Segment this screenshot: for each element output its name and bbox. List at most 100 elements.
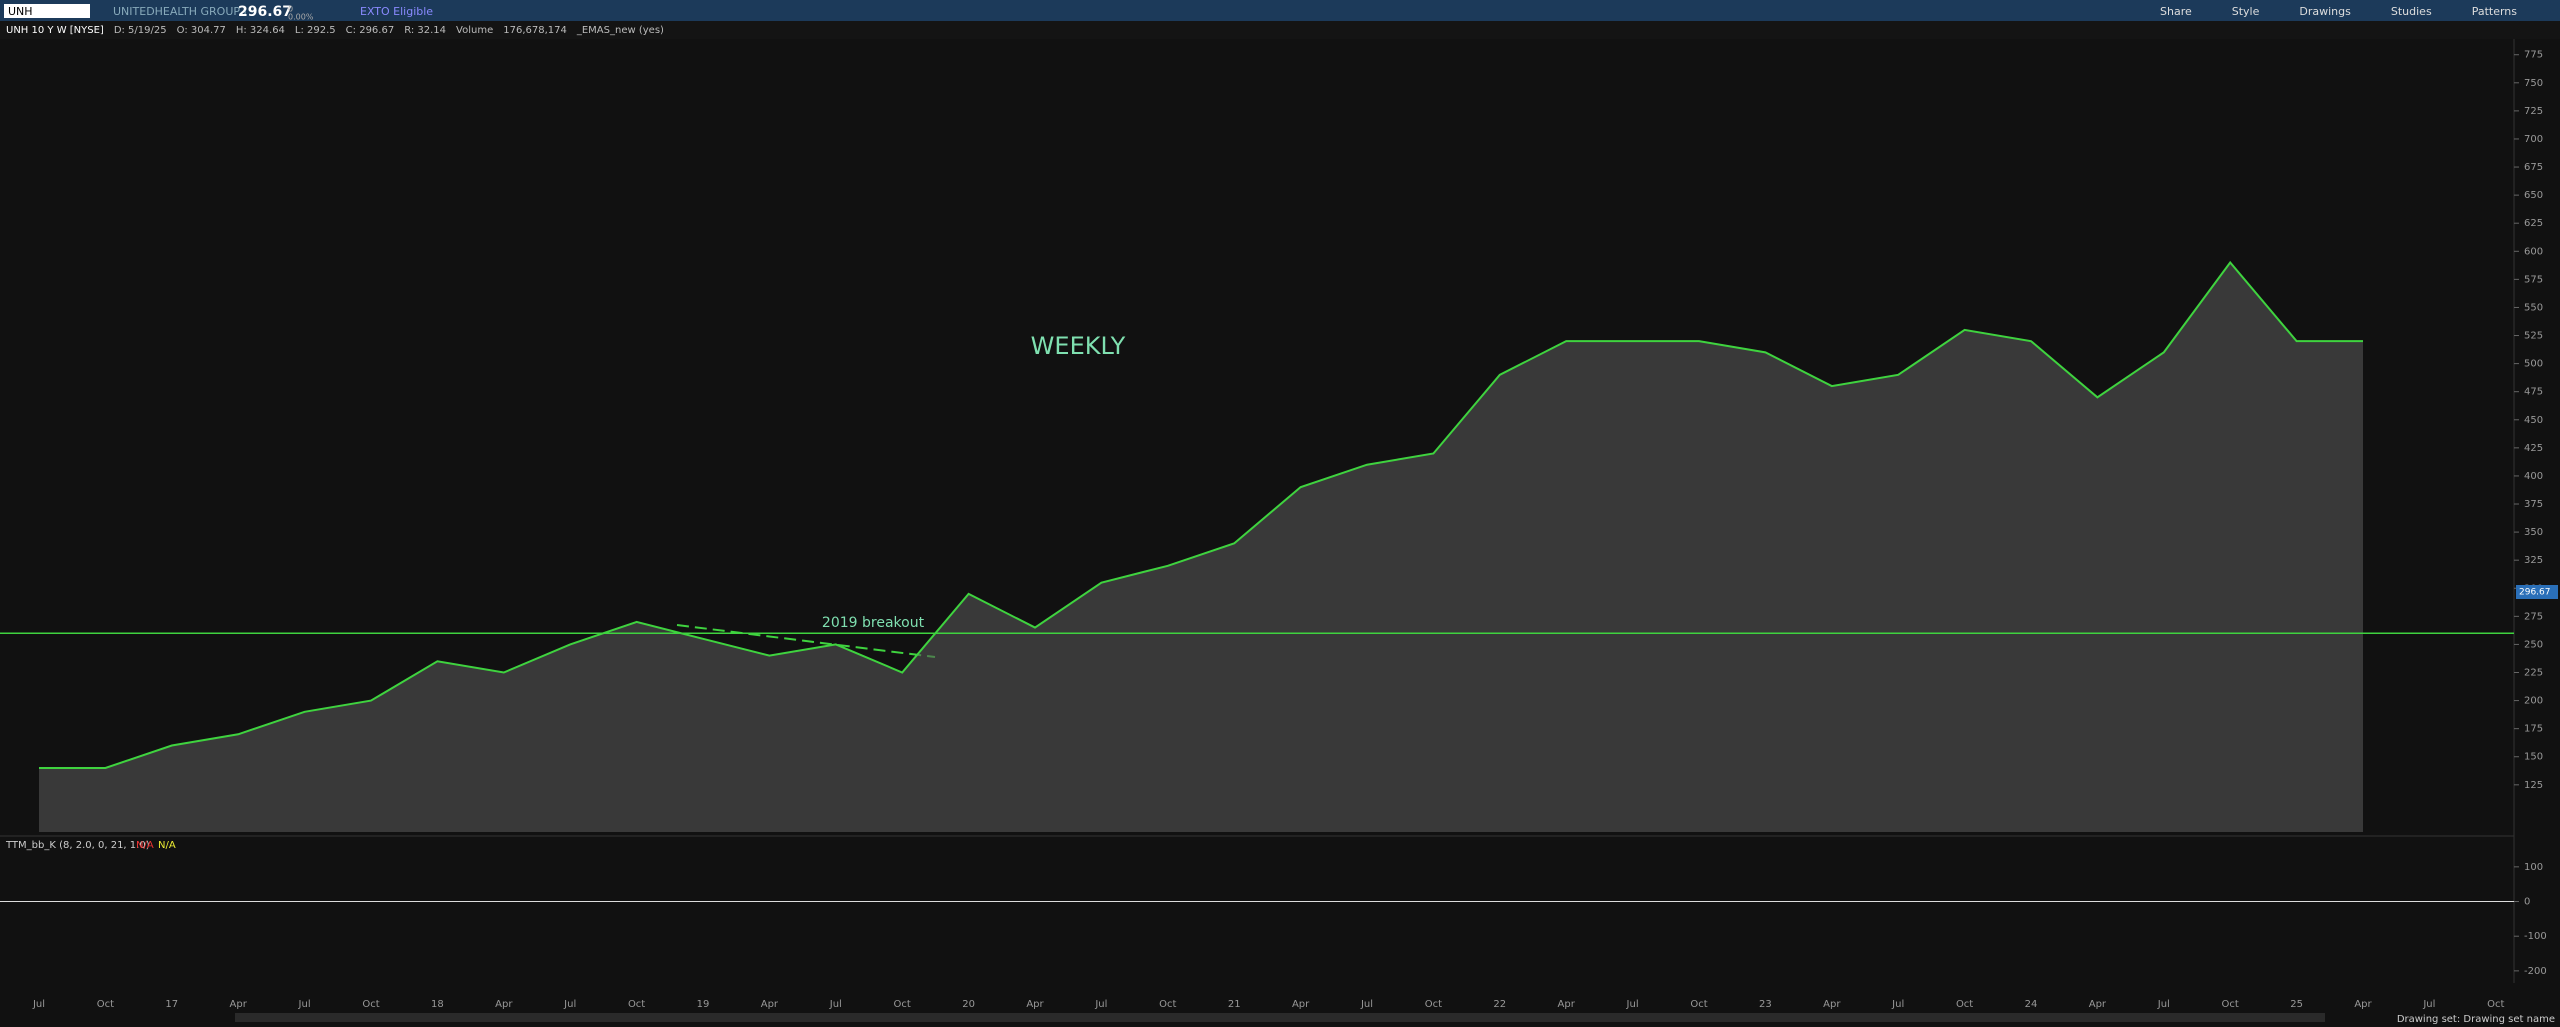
x-tick-label: Oct [1956, 999, 1973, 1010]
x-tick-label: Apr [2354, 999, 2372, 1010]
x-tick-label: Jul [1891, 999, 1904, 1010]
y-tick-label: 775 [2524, 50, 2543, 61]
y-tick-label: 700 [2524, 134, 2543, 145]
y-tick-label: 350 [2524, 527, 2543, 538]
x-tick-label: Apr [1292, 999, 1310, 1010]
info-item: R: 32.14 [404, 25, 446, 36]
x-tick-label: Jul [563, 999, 576, 1010]
indicator-tick-label: 0 [2524, 897, 2530, 908]
y-tick-label: 325 [2524, 555, 2543, 566]
x-tick-label: Jul [829, 999, 842, 1010]
badge[interactable]: EXTO Eligible [360, 5, 433, 18]
x-tick-label: Oct [2487, 999, 2504, 1010]
indicator-label: N/A [158, 840, 176, 851]
y-tick-label: 450 [2524, 415, 2543, 426]
y-tick-label: 375 [2524, 499, 2543, 510]
info-item: O: 304.77 [177, 25, 226, 36]
price-line [39, 260, 2363, 769]
x-tick-label: Oct [628, 999, 645, 1010]
tool-button[interactable]: Patterns [2472, 5, 2518, 18]
y-tick-label: 550 [2524, 302, 2543, 313]
status: Drawing set: Drawing set name [2397, 1014, 2555, 1025]
last-price-tag [2516, 584, 2558, 599]
x-tick-label: Jul [1626, 999, 1639, 1010]
indicator-title: TTM_bb_K (8, 2.0, 0, 21, 1.0) [5, 840, 150, 851]
info-bar [0, 21, 2560, 39]
y-tick-label: 250 [2524, 639, 2543, 650]
x-tick-label: Apr [2089, 999, 2107, 1010]
annotation: 2019 breakout [822, 615, 925, 631]
info-item: Volume [456, 25, 493, 36]
tool-button[interactable]: Style [2232, 5, 2260, 18]
x-tick-label: 24 [2025, 999, 2038, 1010]
x-tick-label: Jul [2157, 999, 2170, 1010]
info-item: 176,678,174 [503, 25, 567, 36]
x-tick-label: Apr [1558, 999, 1576, 1010]
y-tick-label: 225 [2524, 668, 2543, 679]
y-tick-label: 275 [2524, 611, 2543, 622]
x-tick-label: 21 [1228, 999, 1241, 1010]
x-tick-label: Jul [1360, 999, 1373, 1010]
x-tick-label: 25 [2290, 999, 2303, 1010]
y-tick-label: 500 [2524, 359, 2543, 370]
change: 0 [288, 5, 293, 14]
x-tick-label: Apr [1823, 999, 1841, 1010]
x-tick-label: Jul [2422, 999, 2435, 1010]
symbol[interactable]: UNH [8, 5, 33, 18]
y-tick-label: 600 [2524, 246, 2543, 257]
y-tick-label: 125 [2524, 780, 2543, 791]
indicator-tick-label: -200 [2524, 966, 2547, 977]
x-tick-label: 23 [1759, 999, 1772, 1010]
y-tick-label: 675 [2524, 162, 2543, 173]
trend-line [676, 624, 936, 658]
indicator-label: N/A [136, 840, 154, 851]
x-tick-label: 19 [697, 999, 710, 1010]
info-item: L: 292.5 [295, 25, 336, 36]
x-tick-label: Apr [1026, 999, 1044, 1010]
tool-button[interactable]: Studies [2391, 5, 2432, 18]
symbol-box[interactable] [4, 4, 90, 18]
y-tick-label: 150 [2524, 752, 2543, 763]
last-price: 296.67 [238, 4, 292, 20]
x-tick-label: Apr [495, 999, 513, 1010]
y-tick-label: 575 [2524, 274, 2543, 285]
toolbar [0, 0, 2560, 21]
x-tick-label: 20 [962, 999, 975, 1010]
info-item: D: 5/19/25 [114, 25, 167, 36]
annotation: WEEKLY [1031, 332, 1126, 360]
y-tick-label: 625 [2524, 218, 2543, 229]
y-tick-label: 200 [2524, 696, 2543, 707]
indicator-tick-label: -100 [2524, 931, 2547, 942]
x-tick-label: Oct [362, 999, 379, 1010]
company: UNITEDHEALTH GROUP I [113, 5, 247, 18]
info-item: H: 324.64 [236, 25, 285, 36]
info-item: C: 296.67 [346, 25, 395, 36]
tool-button[interactable]: Drawings [2299, 5, 2351, 18]
info-item: UNH 10 Y W [NYSE] [6, 25, 104, 36]
x-tick-label: Jul [1094, 999, 1107, 1010]
y-tick-label: 175 [2524, 724, 2543, 735]
x-tick-label: Apr [761, 999, 779, 1010]
x-tick-label: Jul [32, 999, 45, 1010]
x-tick-label: Oct [1159, 999, 1176, 1010]
y-tick-label: 750 [2524, 78, 2543, 89]
info-item: _EMAS_new (yes) [576, 25, 664, 36]
x-tick-label: Oct [2222, 999, 2239, 1010]
indicator-tick-label: 100 [2524, 862, 2543, 873]
y-tick-label: 725 [2524, 106, 2543, 117]
x-tick-label: Oct [1425, 999, 1442, 1010]
y-tick-label: 400 [2524, 471, 2543, 482]
y-tick-label: 475 [2524, 387, 2543, 398]
change-pct: 0.00% [288, 13, 314, 22]
x-tick-label: 18 [431, 999, 444, 1010]
y-tick-label: 425 [2524, 443, 2543, 454]
x-tick-label: 17 [165, 999, 178, 1010]
price-area [39, 262, 2363, 832]
y-tick-label: 650 [2524, 190, 2543, 201]
scrollbar[interactable] [235, 1013, 2325, 1022]
x-tick-label: Oct [97, 999, 114, 1010]
tool-button[interactable]: Share [2160, 5, 2192, 18]
x-tick-label: 22 [1493, 999, 1506, 1010]
